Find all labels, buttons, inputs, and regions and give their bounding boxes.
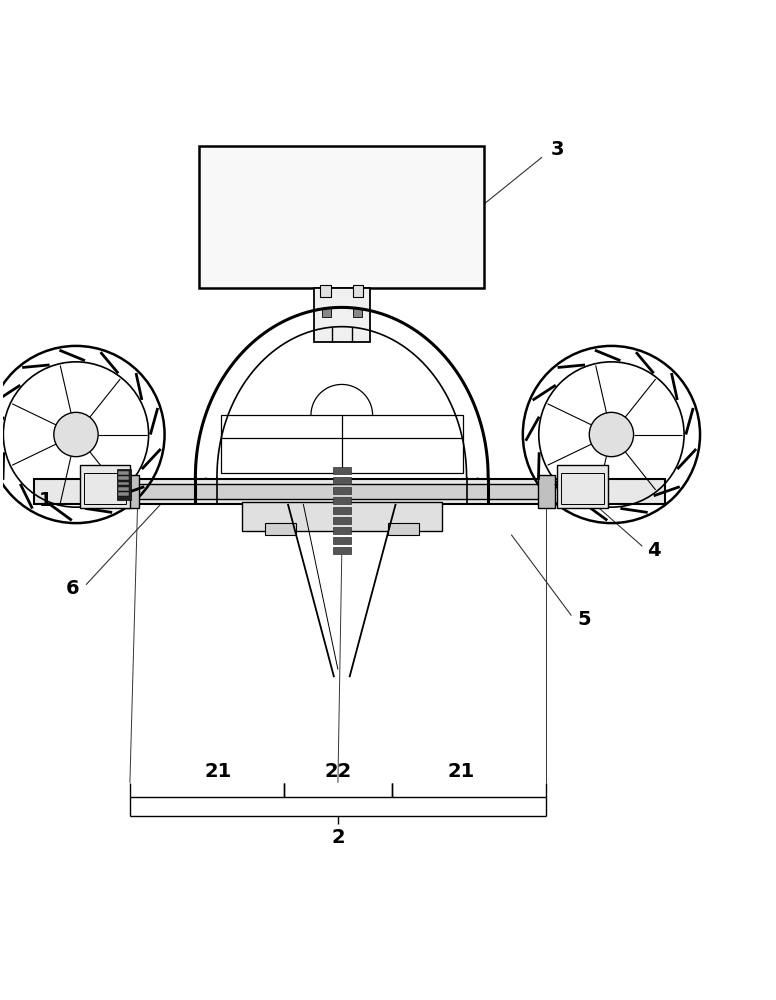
Bar xyxy=(118,492,129,496)
Text: 5: 5 xyxy=(577,610,591,629)
Bar xyxy=(333,527,351,534)
Bar xyxy=(333,467,351,474)
Bar xyxy=(122,475,139,508)
Bar xyxy=(388,523,419,535)
Bar xyxy=(320,285,331,297)
Text: 21: 21 xyxy=(205,762,232,781)
Circle shape xyxy=(54,412,98,457)
Text: 22: 22 xyxy=(324,762,352,781)
Bar xyxy=(333,507,351,514)
Text: 3: 3 xyxy=(551,140,564,159)
Bar xyxy=(322,308,331,317)
Bar xyxy=(221,415,462,473)
Bar xyxy=(117,469,130,500)
Bar xyxy=(33,479,665,504)
Bar xyxy=(118,476,129,480)
Text: 1: 1 xyxy=(38,490,52,510)
Bar xyxy=(539,475,555,508)
Bar xyxy=(333,537,351,544)
Bar xyxy=(561,473,604,504)
Bar xyxy=(333,547,351,554)
Text: 4: 4 xyxy=(647,541,660,560)
Bar xyxy=(352,285,363,297)
Bar xyxy=(80,465,130,508)
Bar xyxy=(352,308,362,317)
Bar xyxy=(118,487,129,491)
Text: 21: 21 xyxy=(448,762,475,781)
Bar xyxy=(333,517,351,524)
Bar xyxy=(199,146,484,288)
Bar xyxy=(265,523,296,535)
Circle shape xyxy=(589,412,633,457)
Bar xyxy=(84,473,126,504)
Bar xyxy=(118,482,129,485)
Bar xyxy=(133,484,549,499)
Bar xyxy=(557,465,608,508)
Bar xyxy=(314,288,369,342)
Bar xyxy=(241,502,442,531)
Bar xyxy=(118,471,129,475)
Bar xyxy=(333,477,351,484)
Bar xyxy=(333,497,351,504)
Bar xyxy=(333,487,351,494)
Text: 6: 6 xyxy=(65,579,79,598)
Text: 2: 2 xyxy=(331,828,345,847)
